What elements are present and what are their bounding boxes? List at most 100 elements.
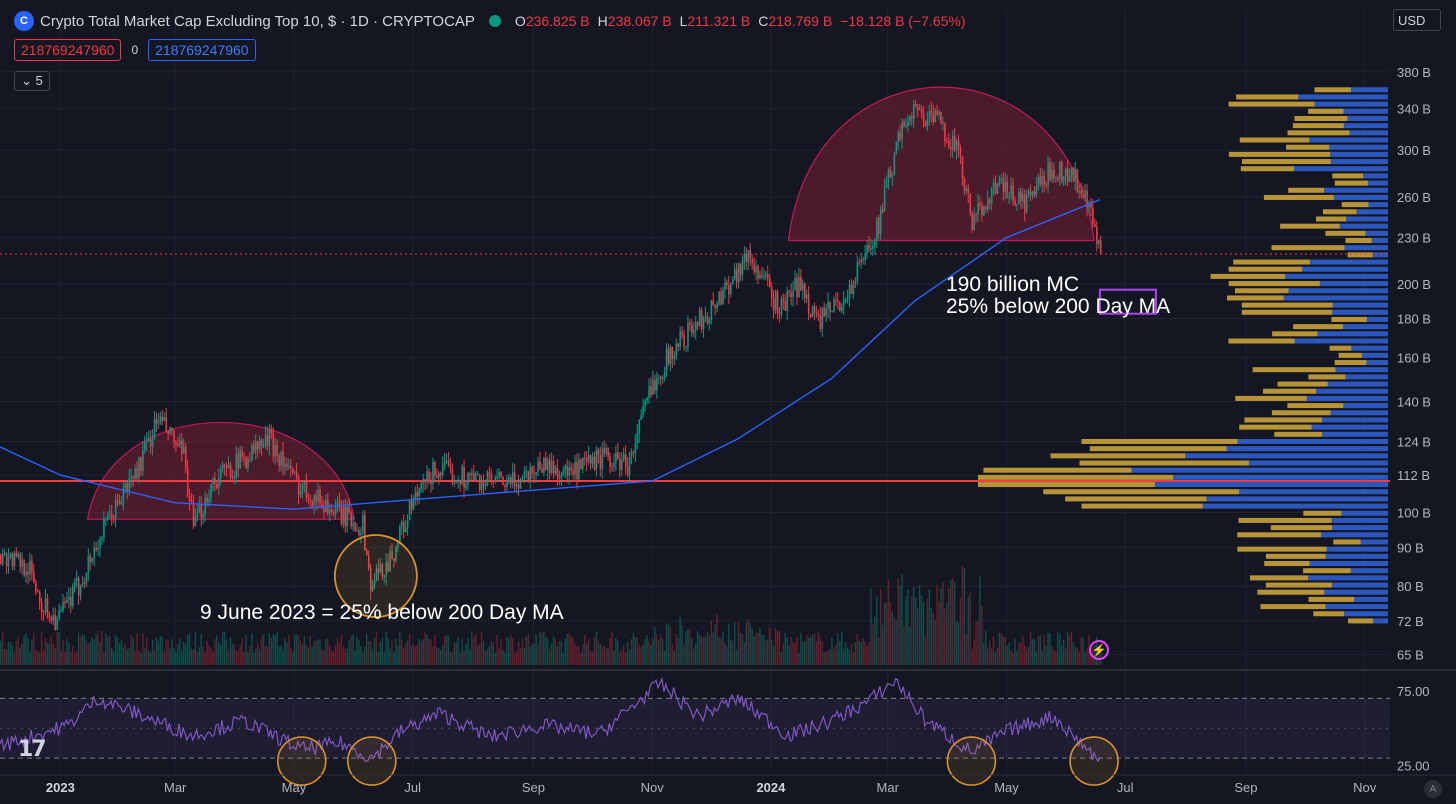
- candle-body: [928, 110, 931, 120]
- volume-bar: [827, 650, 829, 665]
- candle-body: [622, 454, 625, 460]
- volume-profile-bar-down: [1308, 575, 1388, 581]
- candle-body: [776, 291, 779, 313]
- candle-body: [184, 446, 187, 469]
- volume-bar: [702, 637, 705, 665]
- volume-bar: [552, 636, 555, 665]
- candle-body: [979, 203, 981, 206]
- candle-body: [525, 471, 528, 473]
- volume-bar: [233, 644, 236, 665]
- volume-bar: [85, 640, 88, 665]
- candle-body: [163, 417, 166, 421]
- volume-bar: [895, 620, 897, 665]
- cryptocap-logo-icon: C: [14, 11, 34, 31]
- candle-body: [64, 602, 66, 604]
- candle-body: [872, 245, 874, 249]
- candle-body: [95, 547, 97, 550]
- volume-bar: [852, 652, 855, 665]
- candle-body: [926, 119, 929, 127]
- candle-body: [66, 599, 68, 603]
- volume-bar: [630, 639, 633, 665]
- candle-body: [985, 206, 987, 210]
- candle-body: [118, 500, 121, 504]
- volume-profile-bar-down: [1361, 352, 1388, 358]
- volume-bar: [77, 632, 80, 665]
- volume-bar: [973, 639, 975, 665]
- candle-body: [794, 278, 796, 291]
- currency-selector[interactable]: USD: [1393, 9, 1441, 31]
- volume-bar: [476, 645, 479, 665]
- candle-body: [490, 473, 493, 481]
- candle-body: [780, 298, 783, 315]
- volume-bar: [574, 643, 576, 665]
- volume-bar: [422, 639, 424, 665]
- volume-profile-bar-down: [1360, 539, 1388, 545]
- volume-bar: [1037, 635, 1040, 665]
- volume-bar: [1057, 631, 1059, 665]
- candle-body: [31, 560, 33, 573]
- volume-profile-bar-down: [1324, 187, 1388, 193]
- candle-body: [887, 169, 890, 182]
- candle-body: [564, 465, 567, 470]
- candle-body: [48, 617, 51, 619]
- volume-bar: [663, 650, 666, 665]
- indicators-collapse-button[interactable]: ⌄ 5: [14, 71, 50, 91]
- volume-bar: [833, 648, 835, 665]
- volume-bar: [179, 638, 181, 665]
- candle-body: [1014, 200, 1016, 206]
- candle-body: [58, 610, 61, 619]
- candle-body: [716, 303, 719, 309]
- volume-profile-bar-down: [1371, 238, 1388, 244]
- auto-scale-button[interactable]: A: [1424, 780, 1442, 798]
- candle-body: [665, 348, 668, 372]
- volume-bar: [747, 619, 749, 665]
- candle-body: [679, 331, 682, 347]
- volume-profile-bar-up: [1249, 575, 1309, 581]
- volume-profile-bar-up: [1228, 281, 1320, 287]
- candle-body: [177, 444, 179, 446]
- volume-bar: [798, 652, 800, 665]
- candle-body: [663, 371, 666, 379]
- volume-bar: [0, 640, 2, 665]
- volume-bar: [687, 628, 689, 665]
- volume-bar: [527, 634, 529, 665]
- candle-body: [706, 316, 709, 324]
- volume-bar: [772, 646, 775, 665]
- volume-bar: [105, 633, 107, 665]
- candle-body: [214, 477, 216, 484]
- volume-bar: [790, 636, 792, 665]
- candle-body: [1018, 191, 1020, 204]
- volume-bar: [757, 632, 759, 665]
- volume-bar: [957, 622, 960, 665]
- volume-bar: [399, 632, 401, 665]
- volume-bar: [564, 638, 566, 665]
- volume-bar: [186, 635, 189, 665]
- tradingview-logo-icon[interactable]: 17: [18, 737, 47, 762]
- indicator-value-red[interactable]: 218769247960: [14, 39, 122, 61]
- candle-body: [1022, 194, 1024, 202]
- volume-profile-bar-up: [1286, 144, 1330, 150]
- volume-bar: [309, 636, 311, 665]
- candle-body: [79, 584, 82, 596]
- candle-body: [885, 181, 888, 188]
- volume-bar: [3, 648, 6, 665]
- volume-bar: [539, 631, 541, 665]
- indicator-value-blue[interactable]: 218769247960: [148, 39, 256, 61]
- chart-title[interactable]: Crypto Total Market Cap Excluding Top 10…: [40, 12, 475, 30]
- candle-body: [278, 456, 280, 466]
- candle-body: [658, 377, 660, 379]
- volume-bar: [961, 566, 964, 665]
- volume-bar: [1059, 633, 1061, 665]
- candle-body: [1060, 161, 1063, 182]
- candle-body: [739, 263, 742, 275]
- candle-body: [1082, 194, 1085, 198]
- volume-bar: [169, 648, 171, 665]
- volume-bar: [624, 652, 627, 665]
- candle-body: [276, 444, 279, 457]
- volume-bar: [1074, 647, 1077, 665]
- volume-profile-bar-down: [1341, 510, 1388, 516]
- candle-body: [1062, 176, 1065, 182]
- alert-bolt-icon[interactable]: ⚡: [1089, 640, 1109, 660]
- volume-bar: [804, 641, 806, 665]
